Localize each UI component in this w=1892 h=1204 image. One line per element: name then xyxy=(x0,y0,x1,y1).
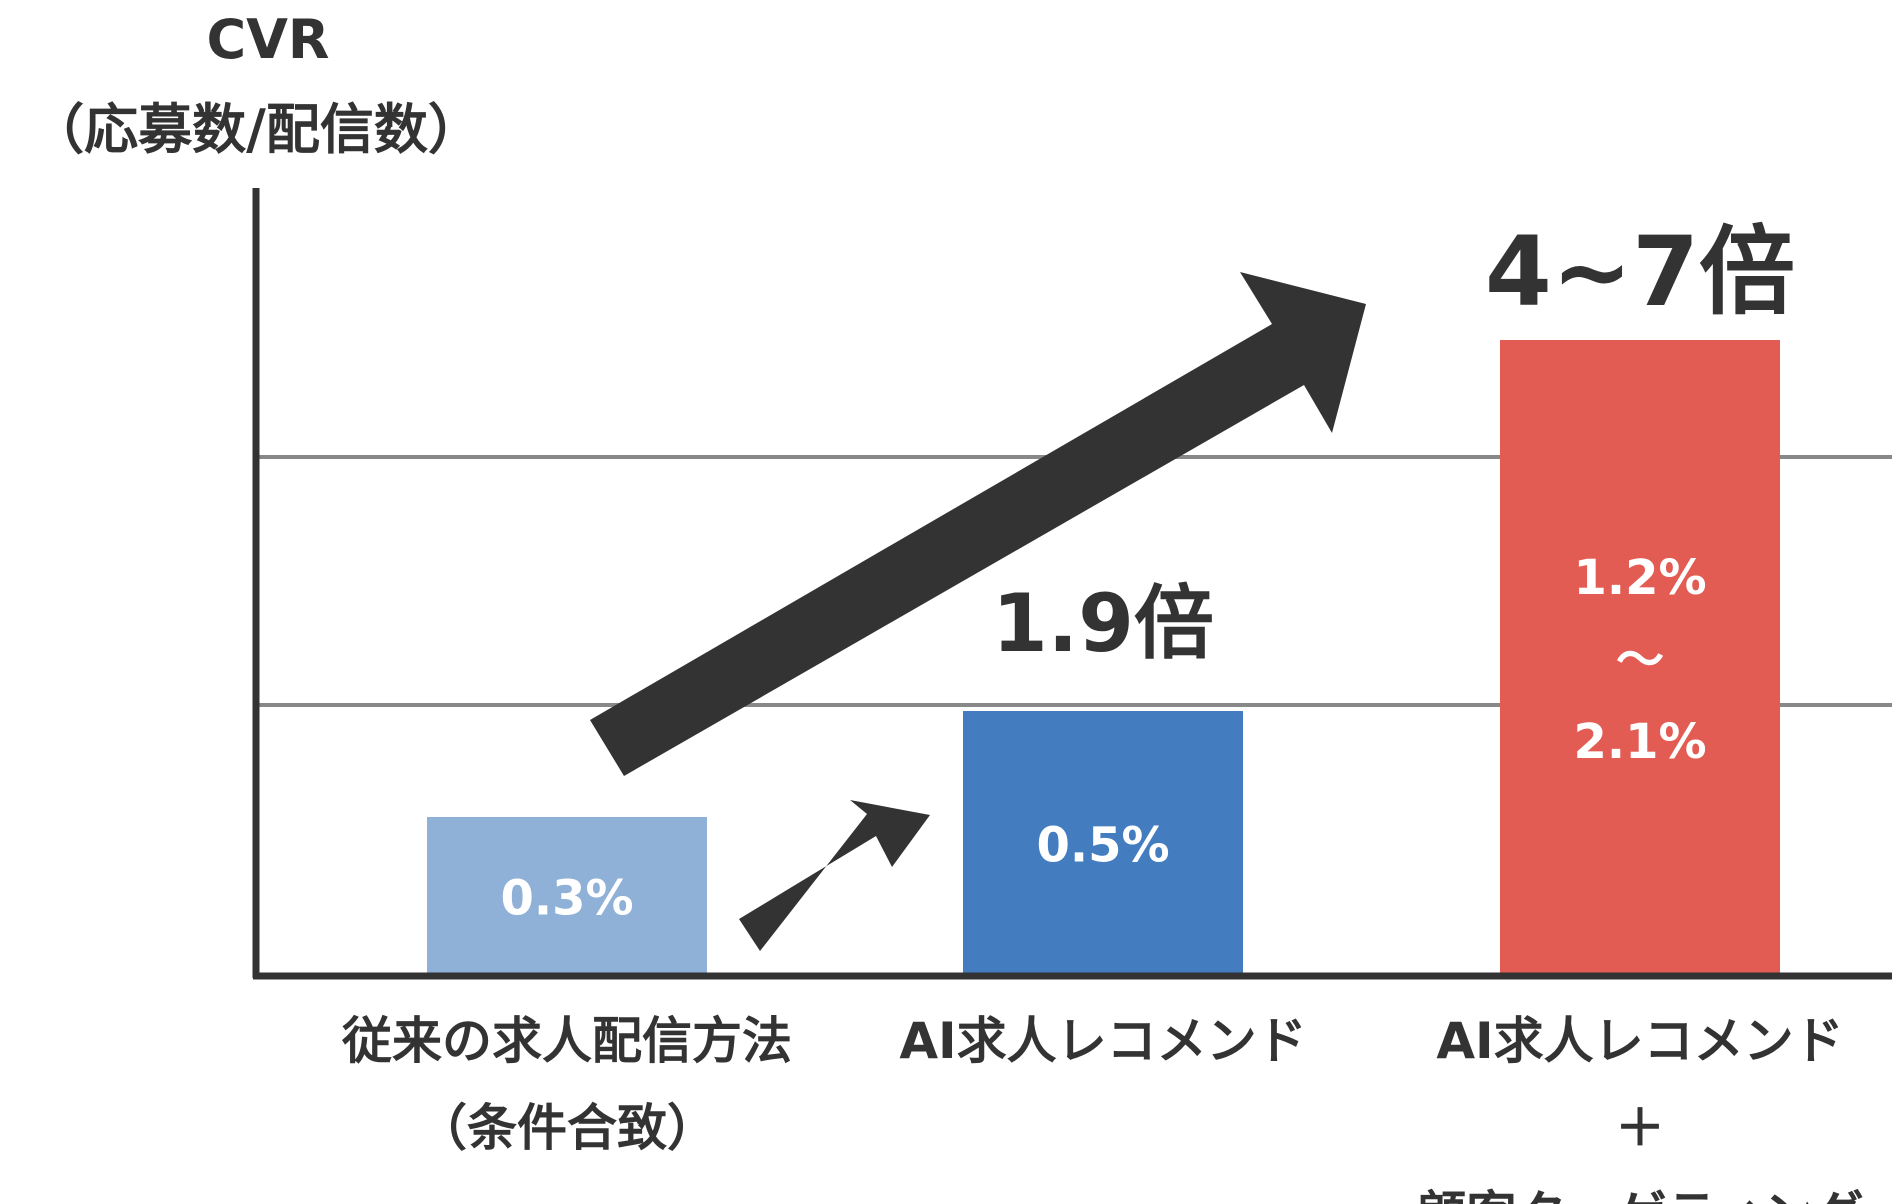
category-label: AI求人レコメンド xyxy=(899,1012,1306,1070)
bar-value-label: 0.5% xyxy=(1036,818,1169,874)
bar-value-label: 0.3% xyxy=(500,871,633,927)
small-trend-arrow xyxy=(739,800,930,951)
large-trend-arrow xyxy=(590,272,1366,776)
bar-value-label: 2.1% xyxy=(1573,714,1706,770)
multiplier-annotation: 1.9倍 xyxy=(992,577,1214,670)
category-label: 従来の求人配信方法 xyxy=(341,1012,792,1070)
bar-value-label: 〜 xyxy=(1616,632,1664,688)
bar-value-label: 1.2% xyxy=(1573,550,1706,606)
bar xyxy=(963,711,1243,976)
category-labels-layer: 従来の求人配信方法 （条件合致） AI求人レコメンド AI求人レコメンド ＋ 顧客ターゲテ… xyxy=(341,1012,1864,1204)
y-axis-subtitle: （応募数/配信数） xyxy=(30,98,482,161)
bar xyxy=(427,817,707,976)
y-axis-title: CVR xyxy=(206,8,329,71)
bar xyxy=(1500,340,1780,976)
category-label: ＋ xyxy=(1615,1099,1665,1157)
category-label: 顧客ターゲティング xyxy=(1417,1186,1864,1204)
bars-layer: 0.3% 0.5% 1.2% 〜 2.1% xyxy=(427,340,1780,976)
category-label: AI求人レコメンド xyxy=(1436,1012,1843,1070)
multiplier-annotation: 4~7倍 xyxy=(1485,216,1795,328)
annotations-layer: 1.9倍 4~7倍 xyxy=(992,216,1795,670)
category-label: （条件合致） xyxy=(417,1099,717,1157)
